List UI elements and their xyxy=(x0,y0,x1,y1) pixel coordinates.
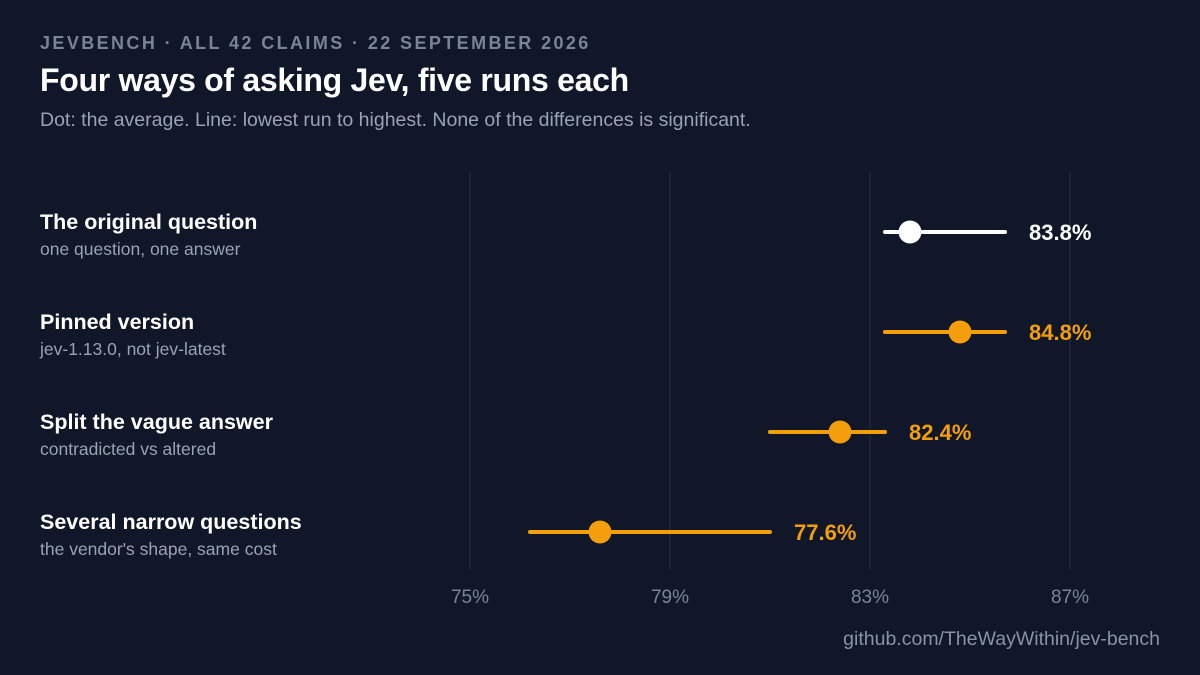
source-link[interactable]: github.com/TheWayWithin/jev-bench xyxy=(843,628,1160,650)
row-title: Pinned version xyxy=(40,310,195,334)
row-label-original-question: The original question one question, one … xyxy=(40,209,257,260)
mean-dot xyxy=(898,220,922,244)
row-subtitle: one question, one answer xyxy=(40,239,241,259)
row-label-several-narrow-questions: Several narrow questions the vendor's sh… xyxy=(40,509,302,560)
x-tick-label: 87% xyxy=(1051,587,1089,608)
row-subtitle: the vendor's shape, same cost xyxy=(40,539,277,559)
row-subtitle: contradicted vs altered xyxy=(40,439,217,459)
row-title: The original question xyxy=(40,210,258,234)
row-title: Split the vague answer xyxy=(40,410,273,434)
row-subtitle: jev-1.13.0, not jev-latest xyxy=(40,339,226,359)
value-label: 82.4% xyxy=(909,420,971,445)
x-tick-label: 83% xyxy=(851,587,889,608)
chart-subtitle: Dot: the average. Line: lowest run to hi… xyxy=(40,109,751,131)
x-tick-label: 75% xyxy=(451,587,489,608)
mean-dot xyxy=(588,520,612,544)
value-label: 84.8% xyxy=(1029,320,1091,345)
row-label-split-vague-answer: Split the vague answer contradicted vs a… xyxy=(40,409,273,460)
chart-title: Four ways of asking Jev, five runs each xyxy=(40,62,629,98)
chart-eyebrow: JEVBENCH · ALL 42 CLAIMS · 22 SEPTEMBER … xyxy=(40,33,591,53)
row-label-pinned-version: Pinned version jev-1.13.0, not jev-lates… xyxy=(40,309,226,360)
x-tick-label: 79% xyxy=(651,587,689,608)
value-label: 83.8% xyxy=(1029,220,1091,245)
row-title: Several narrow questions xyxy=(40,510,302,534)
mean-dot xyxy=(948,320,972,344)
value-label: 77.6% xyxy=(794,520,856,545)
mean-dot xyxy=(828,420,852,444)
